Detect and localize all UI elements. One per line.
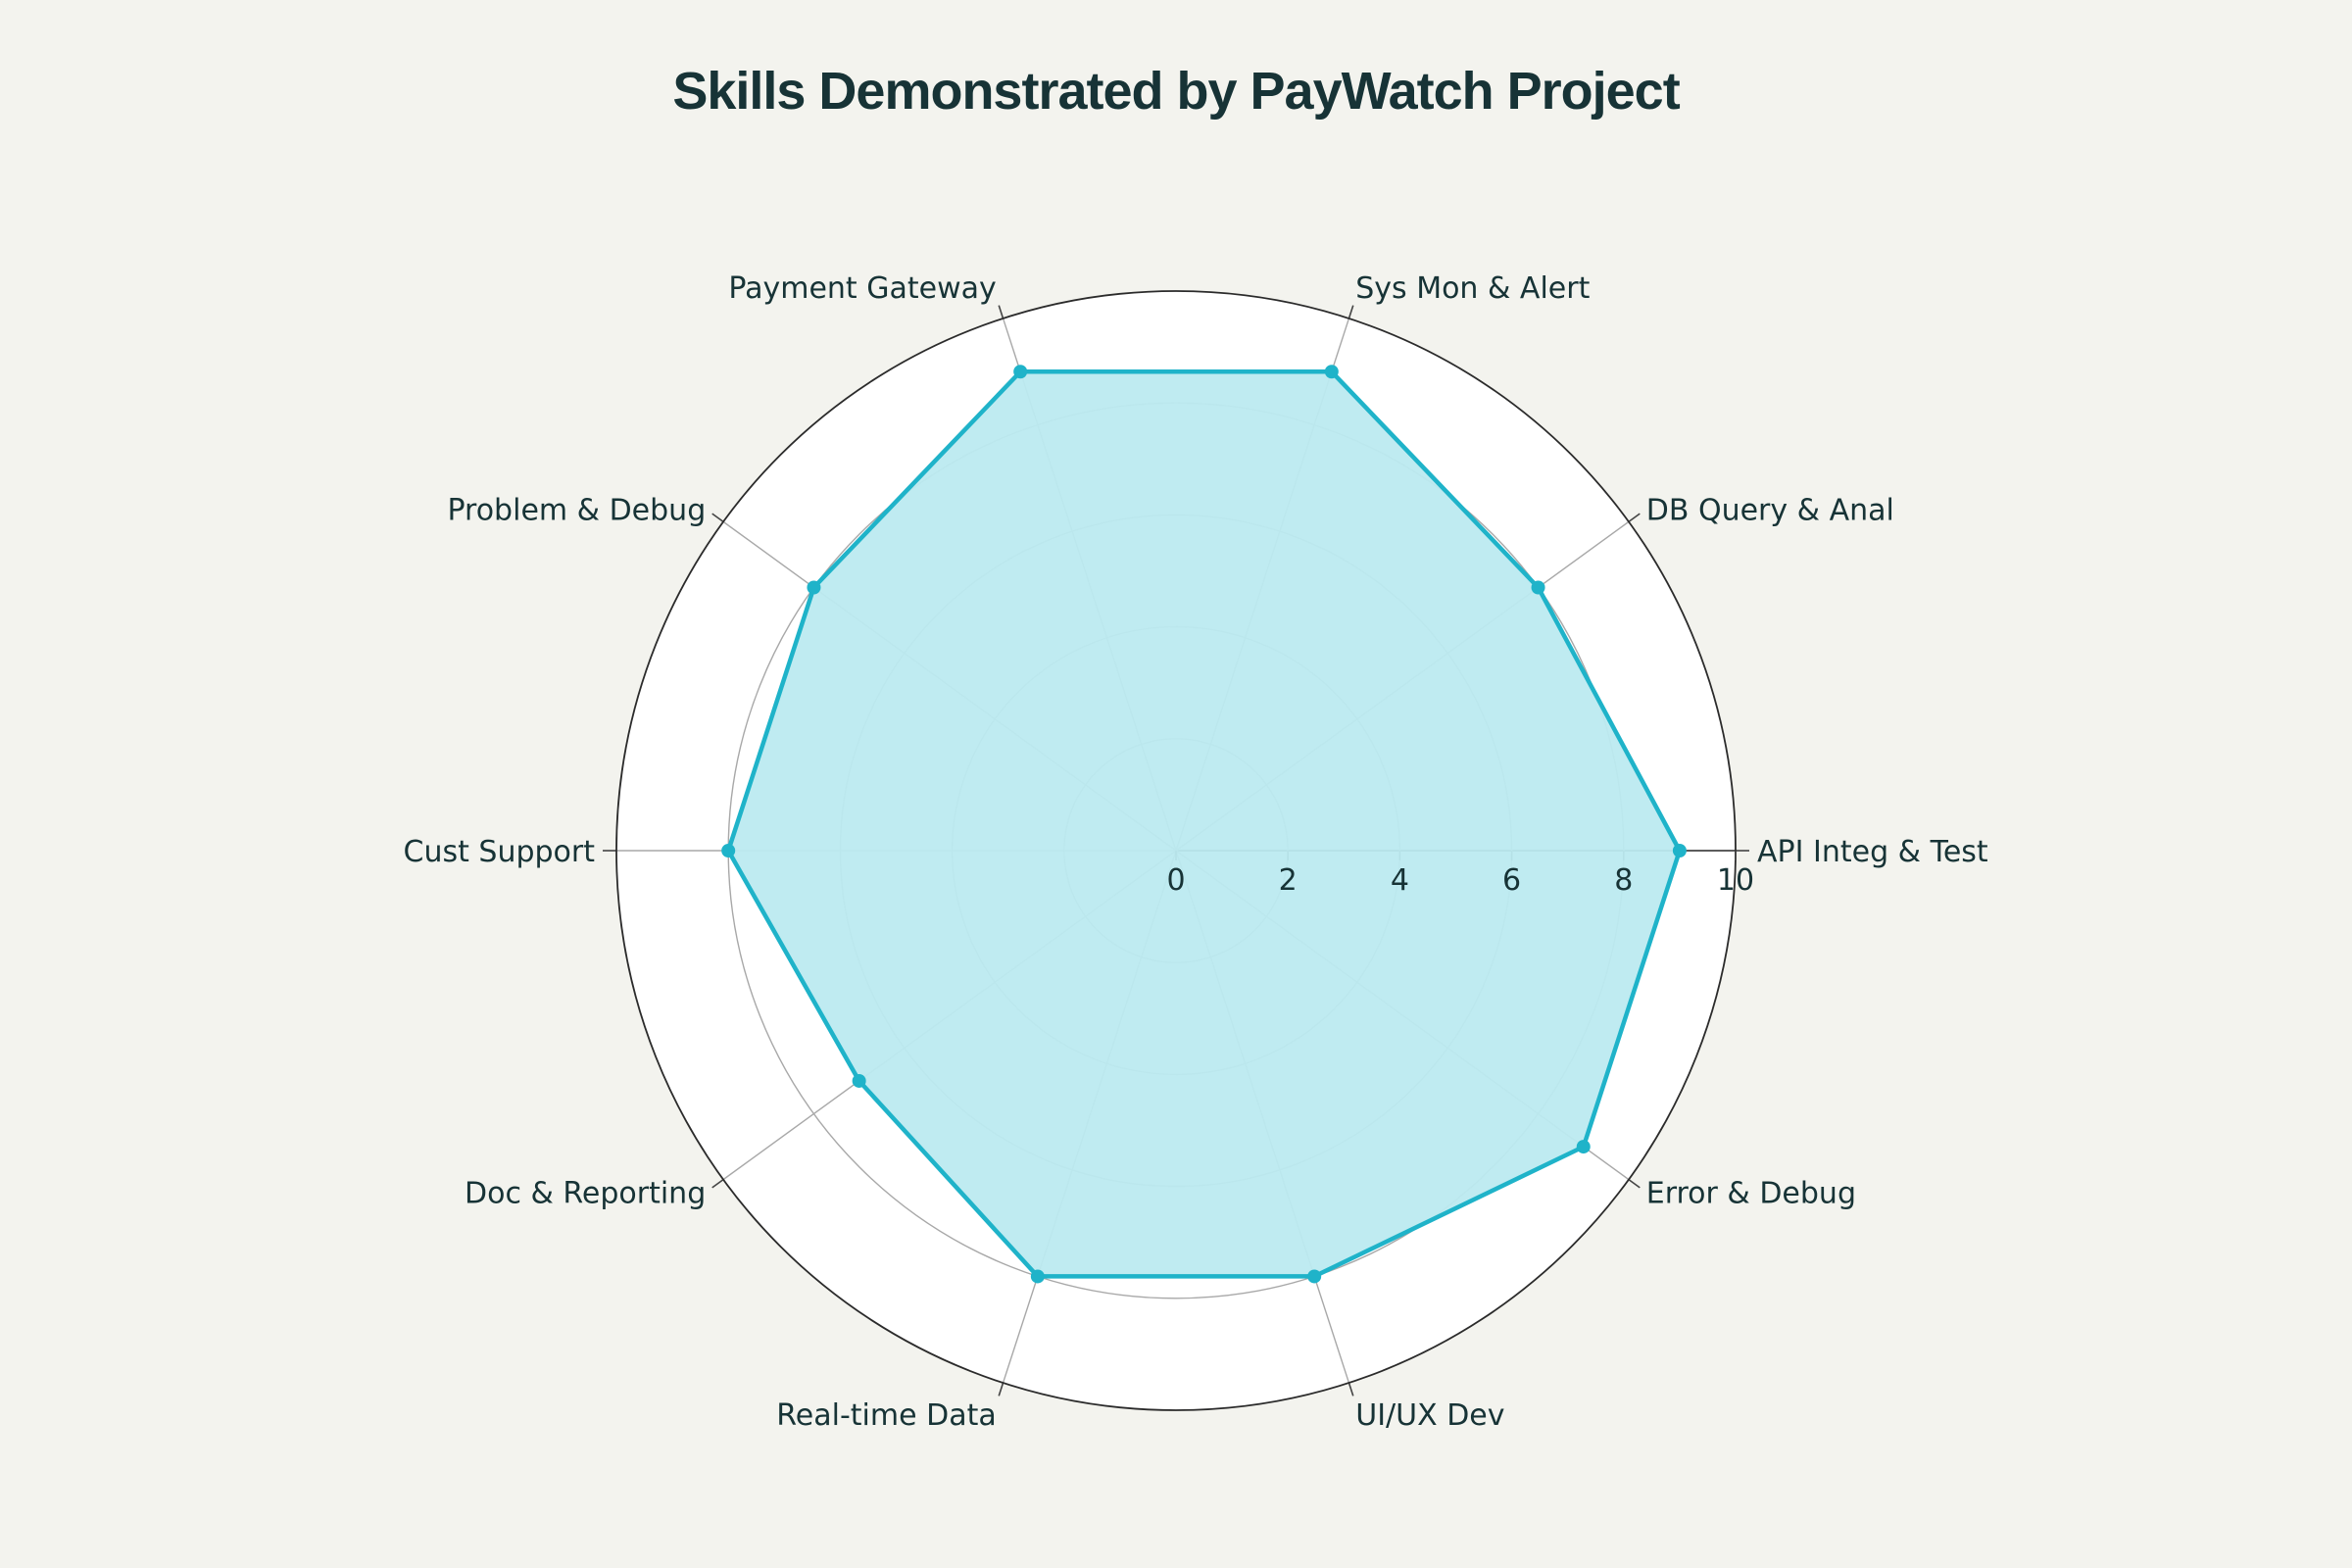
data-point bbox=[1030, 1269, 1045, 1284]
data-point bbox=[721, 844, 736, 858]
angular-tick bbox=[1628, 513, 1641, 523]
data-point bbox=[852, 1073, 866, 1088]
category-label: Doc & Reporting bbox=[465, 1177, 706, 1211]
angular-tick bbox=[1348, 1382, 1354, 1396]
radial-tick-label: 6 bbox=[1502, 863, 1521, 898]
data-point bbox=[1324, 365, 1339, 379]
data-point bbox=[1013, 365, 1028, 379]
angular-tick bbox=[998, 1382, 1004, 1396]
data-point bbox=[1672, 844, 1687, 858]
angular-tick bbox=[1628, 1178, 1641, 1189]
chart-title: Skills Demonstrated by PayWatch Project bbox=[672, 62, 1680, 121]
category-label: Payment Gateway bbox=[728, 271, 996, 306]
category-label: Real-time Data bbox=[776, 1398, 996, 1433]
category-label: Error & Debug bbox=[1646, 1177, 1856, 1211]
category-label: Cust Support bbox=[404, 835, 596, 869]
radial-tick-label: 0 bbox=[1166, 863, 1185, 898]
data-point bbox=[1576, 1140, 1591, 1154]
angular-tick bbox=[1348, 305, 1354, 319]
category-label: Sys Mon & Alert bbox=[1355, 271, 1590, 306]
data-point bbox=[1531, 580, 1545, 595]
radial-tick-label: 2 bbox=[1279, 863, 1298, 898]
angular-tick bbox=[998, 305, 1004, 319]
data-point bbox=[807, 580, 821, 595]
category-label: UI/UX Dev bbox=[1355, 1398, 1504, 1433]
radial-tick-label: 8 bbox=[1614, 863, 1633, 898]
category-label: DB Query & Anal bbox=[1646, 493, 1894, 527]
angular-tick bbox=[711, 1178, 724, 1189]
data-point bbox=[1307, 1269, 1322, 1284]
category-label: API Integ & Test bbox=[1757, 835, 1988, 869]
angular-tick bbox=[711, 513, 724, 523]
radial-tick-label: 10 bbox=[1717, 863, 1754, 898]
radial-tick-label: 4 bbox=[1391, 863, 1409, 898]
category-label: Problem & Debug bbox=[447, 493, 706, 527]
